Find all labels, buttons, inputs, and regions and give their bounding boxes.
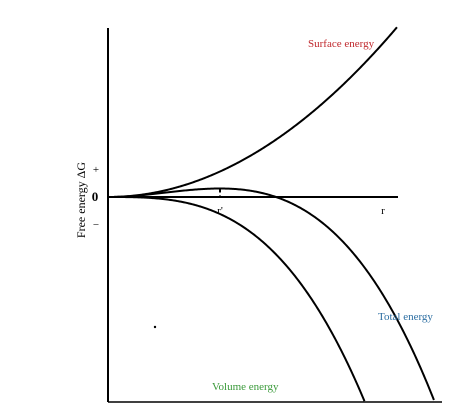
volume-energy-curve <box>108 196 366 402</box>
volume-energy-label: Volume energy <box>212 381 279 393</box>
axes-group <box>107 28 442 403</box>
curves-group <box>108 26 435 402</box>
surface-energy-label: Surface energy <box>308 38 375 50</box>
y-tick-zero: 0 <box>92 189 99 204</box>
y-tick-plus: + <box>93 164 99 176</box>
total-energy-curve <box>108 187 435 401</box>
total-energy-label: Total energy <box>378 311 433 323</box>
r-prime-label: r' <box>217 205 223 217</box>
y-axis-label: Free energy ΔG <box>74 162 88 238</box>
surface-energy-curve <box>108 26 398 198</box>
stray-dot <box>153 325 157 329</box>
x-axis-label: r <box>381 205 385 217</box>
y-tick-minus: − <box>93 219 99 231</box>
